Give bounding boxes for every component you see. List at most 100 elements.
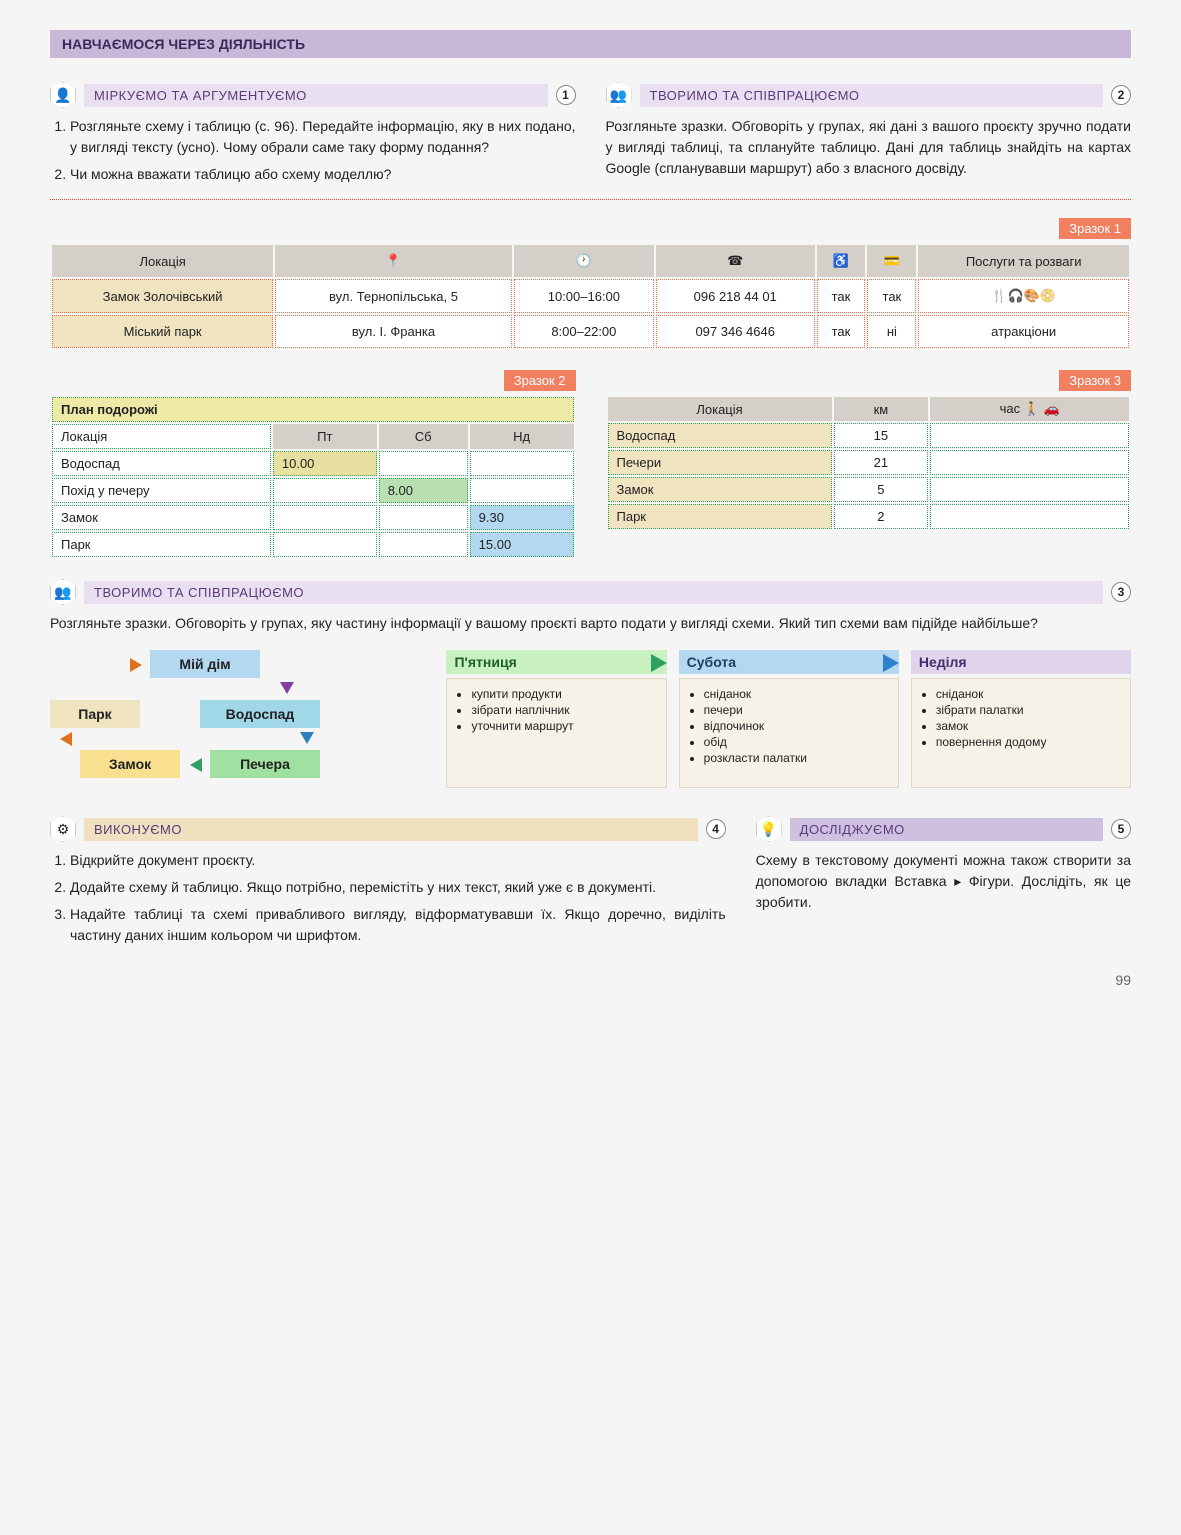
section-3-text: Розгляньте зразки. Обговоріть у групах, … <box>50 613 1131 634</box>
arrow-icon <box>300 732 314 744</box>
col-header: км <box>834 397 929 421</box>
table-row: Водоспад15 <box>608 423 1130 448</box>
list-item: обід <box>704 735 890 749</box>
people-icon: 👥 <box>50 579 76 605</box>
cell <box>470 478 574 503</box>
node-waterfall: Водоспад <box>200 700 320 728</box>
cell-location: Міський парк <box>52 315 273 348</box>
page-number: 99 <box>50 972 1131 988</box>
section-5-title: ДОСЛІДЖУЄМО <box>790 818 1103 841</box>
sample-3-tag: Зразок 3 <box>1059 370 1131 391</box>
col-header: час 🚶 🚗 <box>930 397 1129 421</box>
section-4-title: ВИКОНУЄМО <box>84 818 698 841</box>
cell <box>273 505 377 530</box>
phone-icon: ☎ <box>656 245 815 277</box>
table-row: Парк2 <box>608 504 1130 529</box>
node-cave: Печера <box>210 750 320 778</box>
day-list: сніданок печери відпочинок обід розкласт… <box>679 678 899 788</box>
list-item: замок <box>936 719 1122 733</box>
wheelchair-icon: ♿ <box>817 245 866 277</box>
section-3-badge: 3 <box>1111 582 1131 602</box>
section-1-list: Розгляньте схему і таблицю (с. 96). Пере… <box>70 116 576 185</box>
cell: Парк <box>52 532 271 557</box>
list-item: зібрати наплічник <box>471 703 657 717</box>
section-4-list: Відкрийте документ проєкту. Додайте схем… <box>70 850 726 946</box>
cell <box>930 423 1129 448</box>
section-1-title: МІРКУЄМО ТА АРГУМЕНТУЄМО <box>84 84 548 107</box>
cell: 15.00 <box>470 532 574 557</box>
sample-2-tag: Зразок 2 <box>504 370 576 391</box>
section-2-title: ТВОРИМО ТА СПІВПРАЦЮЄМО <box>640 84 1104 107</box>
table-row: Печери21 <box>608 450 1130 475</box>
section-2-head: 👥 ТВОРИМО ТА СПІВПРАЦЮЄМО 2 <box>606 82 1132 108</box>
cell <box>273 478 377 503</box>
sample-3-table: Локація км час 🚶 🚗 Водоспад15 Печери21 З… <box>606 395 1132 531</box>
day-title: Неділя <box>911 650 1131 674</box>
people-icon: 👥 <box>606 82 632 108</box>
day-column: П'ятниця купити продукти зібрати наплічн… <box>446 650 666 790</box>
list-item: купити продукти <box>471 687 657 701</box>
table-row: Замок5 <box>608 477 1130 502</box>
section-3-title: ТВОРИМО ТА СПІВПРАЦЮЄМО <box>84 581 1103 604</box>
cell: так <box>867 279 916 313</box>
cell: 8:00–22:00 <box>514 315 654 348</box>
gear-icon: ⚙ <box>50 816 76 842</box>
cell: так <box>817 279 866 313</box>
cell: Замок <box>52 505 271 530</box>
list-item: печери <box>704 703 890 717</box>
table-header: Послуги та розваги <box>918 245 1129 277</box>
day-title: П'ятниця <box>446 650 666 674</box>
list-item: уточнити маршрут <box>471 719 657 733</box>
day-column: Неділя сніданок зібрати палатки замок по… <box>911 650 1131 790</box>
list-item: відпочинок <box>704 719 890 733</box>
cell: Парк <box>608 504 832 529</box>
list-item: зібрати палатки <box>936 703 1122 717</box>
cell: 8.00 <box>379 478 468 503</box>
list-item: сніданок <box>704 687 890 701</box>
section-4-badge: 4 <box>706 819 726 839</box>
arrow-icon <box>130 658 142 672</box>
list-item: Розгляньте схему і таблицю (с. 96). Пере… <box>70 116 576 158</box>
col-header: Локація <box>52 424 271 449</box>
section-3-head: 👥 ТВОРИМО ТА СПІВПРАЦЮЄМО 3 <box>50 579 1131 605</box>
table-row: Водоспад10.00 <box>52 451 574 476</box>
flowchart-diagram: Мій дім Парк Водоспад Замок Печера <box>50 650 426 790</box>
table-row: Парк 15.00 <box>52 532 574 557</box>
arrow-icon <box>883 654 899 672</box>
node-castle: Замок <box>80 750 180 778</box>
cell: ні <box>867 315 916 348</box>
list-item: сніданок <box>936 687 1122 701</box>
cell: 10.00 <box>273 451 377 476</box>
table-title: План подорожі <box>52 397 574 422</box>
day-list: купити продукти зібрати наплічник уточни… <box>446 678 666 788</box>
sample-1-tag: Зразок 1 <box>1059 218 1131 239</box>
cell: 097 346 4646 <box>656 315 815 348</box>
arrow-icon <box>190 758 202 772</box>
section-2-badge: 2 <box>1111 85 1131 105</box>
cell: Водоспад <box>52 451 271 476</box>
day-title: Субота <box>679 650 899 674</box>
cell: 21 <box>834 450 929 475</box>
cell: атракціони <box>918 315 1129 348</box>
arrow-icon <box>280 682 294 694</box>
page-header: НАВЧАЄМОСЯ ЧЕРЕЗ ДІЯЛЬНІСТЬ <box>50 30 1131 58</box>
node-home: Мій дім <box>150 650 260 678</box>
list-item: повернення додому <box>936 735 1122 749</box>
section-1-head: 👤 МІРКУЄМО ТА АРГУМЕНТУЄМО 1 <box>50 82 576 108</box>
table-row: Міський парк вул. І. Франка 8:00–22:00 0… <box>52 315 1129 348</box>
cell <box>930 504 1129 529</box>
cell: Похід у печеру <box>52 478 271 503</box>
table-row: Замок 9.30 <box>52 505 574 530</box>
section-5-text: Схему в текстовому документі можна також… <box>756 850 1131 913</box>
list-item: Надайте таблиці та схемі привабливого ви… <box>70 904 726 946</box>
arrow-icon <box>60 732 72 746</box>
list-item: Відкрийте документ проєкту. <box>70 850 726 871</box>
cell: так <box>817 315 866 348</box>
arrow-icon <box>651 654 667 672</box>
cell <box>470 451 574 476</box>
cell: 9.30 <box>470 505 574 530</box>
cell: Водоспад <box>608 423 832 448</box>
sample-1-table: Локація 📍 🕐 ☎ ♿ 💳 Послуги та розваги Зам… <box>50 243 1131 350</box>
list-item: Додайте схему й таблицю. Якщо потрібно, … <box>70 877 726 898</box>
table-row: Замок Золочівський вул. Тернопільська, 5… <box>52 279 1129 313</box>
